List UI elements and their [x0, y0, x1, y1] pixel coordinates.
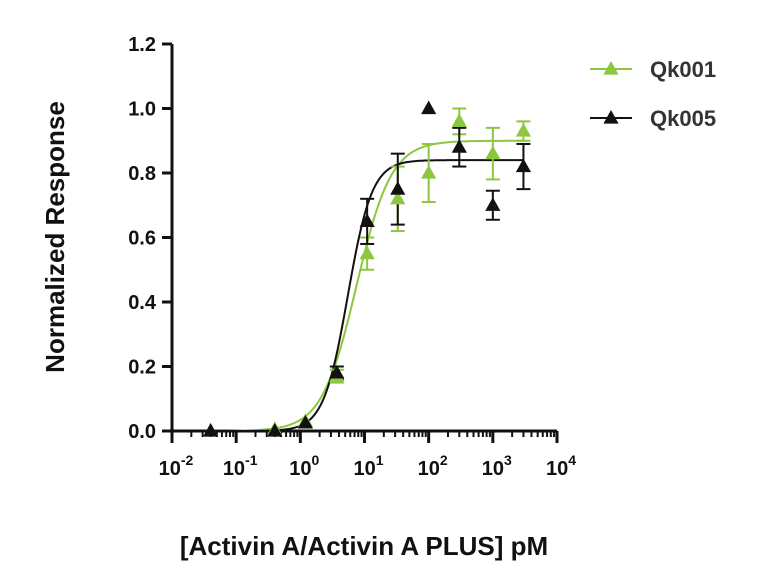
legend-item-qk005: Qk005	[590, 106, 716, 131]
data-point-qk005-3	[329, 364, 345, 379]
data-point-qk005-2	[297, 414, 314, 429]
x-tick-label-5: 103	[482, 452, 512, 480]
y-tick-label-4: 0.8	[128, 163, 156, 185]
data-point-qk005-8	[485, 197, 501, 211]
data-point-qk005-1	[267, 423, 283, 437]
y-tick-label-1: 0.2	[128, 357, 156, 379]
data-point-qk001-6	[421, 165, 437, 179]
data-point-qk005-0	[203, 423, 219, 437]
legend-item-qk001: Qk001	[590, 57, 716, 82]
y-tick-label-0: 0.0	[128, 421, 156, 443]
data-point-qk001-7	[451, 113, 467, 127]
legend: Qk001 Qk005	[590, 57, 716, 131]
error-bars	[329, 107, 531, 384]
data-point-qk001-4	[359, 245, 375, 260]
x-tick-label-1: 10-1	[223, 452, 258, 480]
tick-labels: 0.0 0.2 0.4 0.6 0.8 1.0 1.2 10-2 10-1 100 101 102 10…	[128, 34, 576, 480]
data-points	[203, 100, 532, 437]
legend-label-qk005: Qk005	[650, 106, 716, 131]
legend-label-qk001: Qk001	[650, 57, 716, 82]
legend-marker-qk005	[603, 110, 619, 124]
x-tick-label-6: 104	[546, 452, 576, 480]
data-point-qk005-5	[390, 181, 406, 195]
x-axis-title: [Activin A/Activin A PLUS] pM	[180, 531, 548, 561]
y-tick-label-5: 1.0	[128, 99, 156, 121]
fit-curves	[210, 139, 524, 432]
x-tick-label-4: 102	[418, 452, 448, 480]
data-point-qk001-8	[485, 145, 501, 160]
data-point-qk001-5	[390, 190, 406, 205]
x-tick-label-0: 10-2	[159, 452, 194, 480]
y-tick-label-3: 0.6	[128, 228, 156, 250]
data-point-qk005-9	[515, 158, 532, 173]
y-axis-title: Normalized Response	[40, 101, 70, 373]
tick-marks	[162, 42, 559, 443]
x-tick-label-2: 100	[289, 452, 319, 480]
data-point-qk005-7	[451, 139, 467, 153]
x-tick-label-3: 101	[353, 452, 383, 480]
data-point-qk005-6	[421, 100, 437, 115]
y-tick-label-2: 0.4	[128, 292, 157, 314]
data-point-qk005-4	[359, 213, 375, 227]
fit-curve-qk001	[210, 139, 524, 432]
data-point-qk001-9	[515, 123, 532, 137]
y-tick-label-6: 1.2	[128, 34, 156, 56]
legend-marker-qk001	[603, 61, 619, 75]
